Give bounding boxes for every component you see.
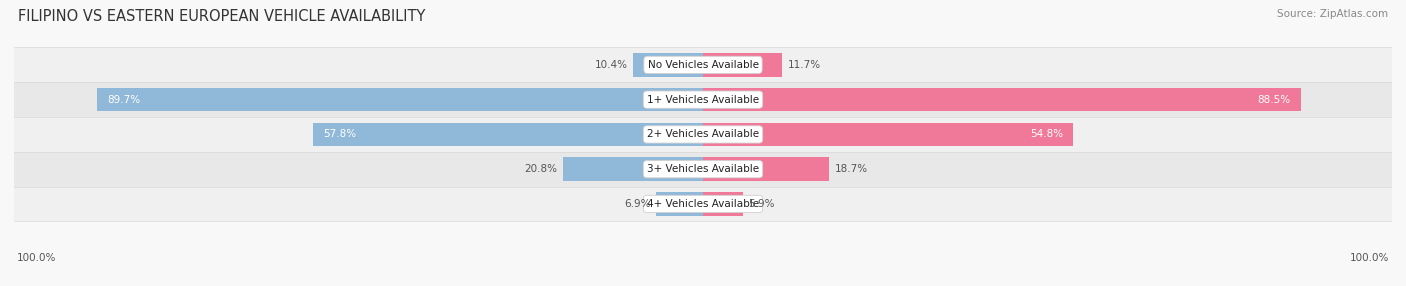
Text: 89.7%: 89.7%: [107, 95, 141, 105]
Text: 1+ Vehicles Available: 1+ Vehicles Available: [647, 95, 759, 105]
Bar: [97, 88, 703, 112]
Bar: [633, 53, 703, 77]
Text: 4+ Vehicles Available: 4+ Vehicles Available: [647, 199, 759, 209]
Bar: [657, 192, 703, 216]
Text: 100.0%: 100.0%: [17, 253, 56, 263]
Bar: [14, 82, 1392, 117]
Bar: [14, 152, 1392, 186]
Bar: [703, 192, 742, 216]
Text: 54.8%: 54.8%: [1029, 130, 1063, 139]
Text: 100.0%: 100.0%: [1350, 253, 1389, 263]
Text: FILIPINO VS EASTERN EUROPEAN VEHICLE AVAILABILITY: FILIPINO VS EASTERN EUROPEAN VEHICLE AVA…: [18, 9, 426, 23]
Bar: [562, 157, 703, 181]
Bar: [312, 123, 703, 146]
Text: 10.4%: 10.4%: [595, 60, 627, 70]
Bar: [703, 88, 1301, 112]
Bar: [703, 157, 830, 181]
Text: Source: ZipAtlas.com: Source: ZipAtlas.com: [1277, 9, 1388, 19]
Text: 20.8%: 20.8%: [524, 164, 557, 174]
Text: 11.7%: 11.7%: [787, 60, 821, 70]
Text: 3+ Vehicles Available: 3+ Vehicles Available: [647, 164, 759, 174]
Bar: [14, 117, 1392, 152]
Bar: [703, 123, 1073, 146]
Text: 2+ Vehicles Available: 2+ Vehicles Available: [647, 130, 759, 139]
Bar: [14, 47, 1392, 82]
Bar: [14, 186, 1392, 221]
Text: 57.8%: 57.8%: [323, 130, 356, 139]
Text: 88.5%: 88.5%: [1257, 95, 1291, 105]
Text: 5.9%: 5.9%: [748, 199, 775, 209]
Text: 6.9%: 6.9%: [624, 199, 651, 209]
Bar: [703, 53, 782, 77]
Text: 18.7%: 18.7%: [835, 164, 868, 174]
Text: No Vehicles Available: No Vehicles Available: [648, 60, 758, 70]
